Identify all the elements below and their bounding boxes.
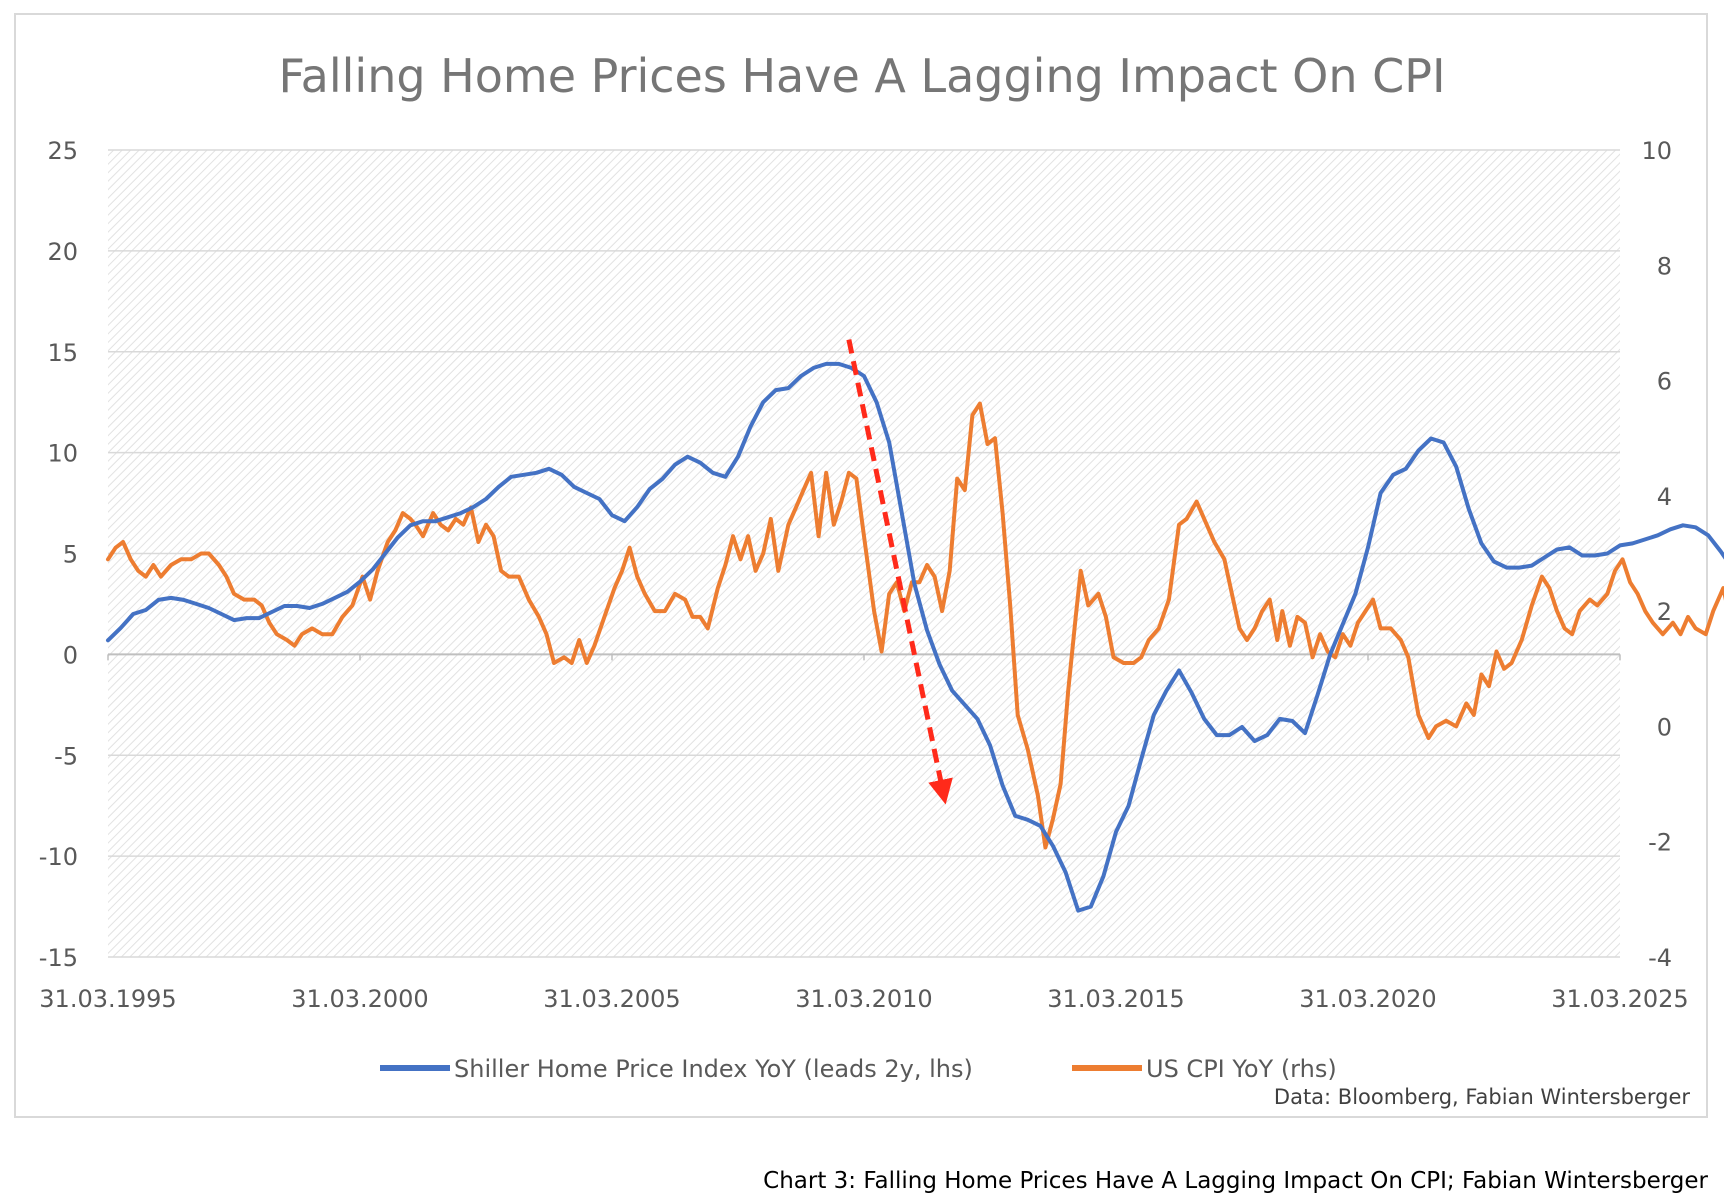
right-tick-label: -4 [1648, 944, 1672, 972]
annotation-arrow-down [846, 339, 953, 805]
right-tick-label: 10 [1641, 137, 1672, 165]
left-tick-label: 15 [47, 339, 78, 367]
right-tick-label: 0 [1657, 713, 1672, 741]
figure-caption: Chart 3: Falling Home Prices Have A Lagg… [763, 1168, 1708, 1194]
right-tick-label: 8 [1657, 252, 1672, 280]
x-tick-label: 31.03.2000 [291, 985, 428, 1013]
legend: Shiller Home Price Index YoY (leads 2y, … [380, 1055, 1337, 1083]
right-y-axis: -4 -2 0 2 4 6 8 10 [1641, 137, 1672, 972]
series-layer [106, 361, 1724, 913]
right-tick-label: 2 [1657, 598, 1672, 626]
annotation-layer [846, 339, 953, 805]
left-tick-label: 5 [63, 541, 78, 569]
left-tick-label: 25 [47, 137, 78, 165]
x-tick-label: 31.03.2010 [795, 985, 932, 1013]
right-tick-label: 4 [1657, 483, 1672, 511]
x-tick-label: 31.03.1995 [39, 985, 176, 1013]
legend-label-cpi: US CPI YoY (rhs) [1146, 1055, 1337, 1083]
data-source: Data: Bloomberg, Fabian Wintersberger [1274, 1085, 1690, 1109]
left-y-axis: -15 -10 -5 0 5 10 15 20 25 [39, 137, 78, 972]
chart-title: Falling Home Prices Have A Lagging Impac… [278, 49, 1445, 103]
x-tick-label: 31.03.2015 [1047, 985, 1184, 1013]
right-tick-label: -2 [1648, 829, 1672, 857]
left-tick-label: -5 [54, 742, 78, 770]
x-tick-label: 31.03.2025 [1551, 985, 1688, 1013]
series-line-cpi [106, 401, 1724, 850]
right-tick-label: 6 [1657, 368, 1672, 396]
x-tick-label: 31.03.2005 [543, 985, 680, 1013]
series-line-shiller [106, 361, 1724, 913]
left-tick-label: 0 [63, 641, 78, 669]
left-tick-label: -10 [39, 843, 78, 871]
left-tick-label: -15 [39, 944, 78, 972]
x-axis: 31.03.1995 31.03.2000 31.03.2005 31.03.2010… [39, 654, 1689, 1013]
left-tick-label: 20 [47, 238, 78, 266]
legend-label-shiller: Shiller Home Price Index YoY (leads 2y, … [454, 1055, 973, 1083]
x-tick-label: 31.03.2020 [1299, 985, 1436, 1013]
left-tick-label: 10 [47, 440, 78, 468]
